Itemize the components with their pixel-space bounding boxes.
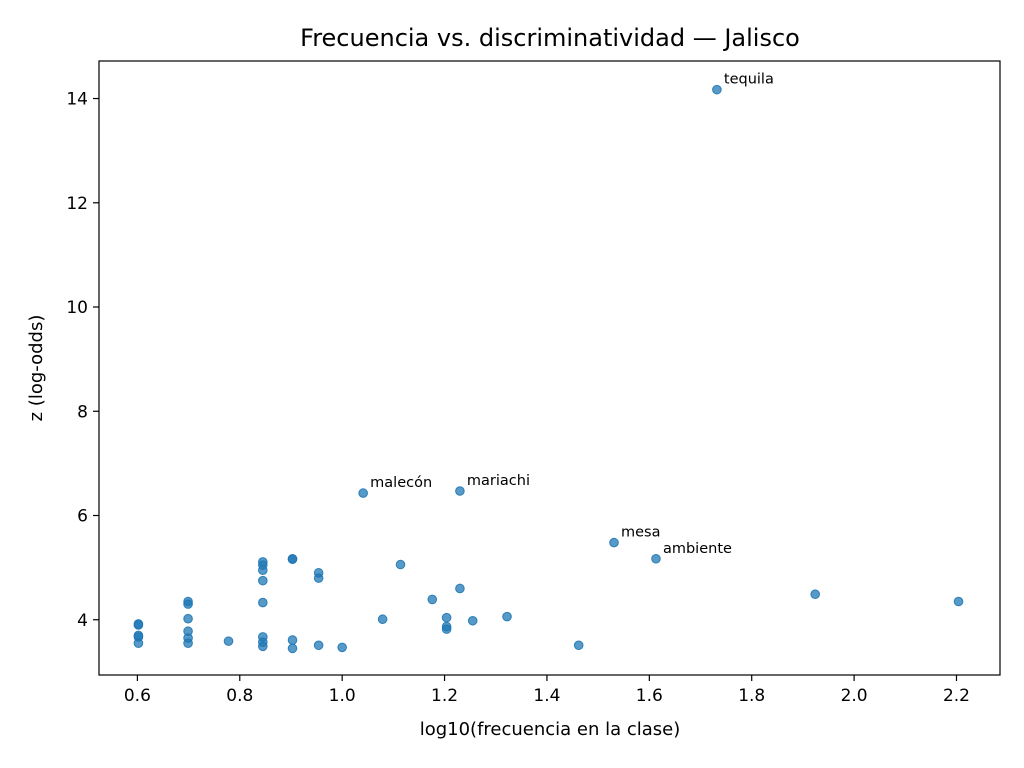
data-point [133,638,144,649]
y-axis-label: z (log-odds) [26,315,47,422]
data-points [133,84,964,654]
x-tick-label: 0.8 [226,686,253,706]
data-point [313,573,324,583]
point-annotation: tequila [724,72,774,88]
data-point [258,641,268,652]
data-point [258,565,268,576]
x-tick-label: 0.6 [124,686,151,706]
data-point [358,488,368,498]
data-point [651,553,661,564]
y-tick-label: 10 [66,298,88,318]
data-point [455,486,465,496]
x-tick-label: 1.6 [636,686,663,706]
plot-area [98,60,1001,676]
data-point [183,599,193,609]
data-point [377,614,388,625]
data-point [183,638,193,649]
x-tick-label: 1.2 [431,686,458,706]
x-tick-label: 2.0 [841,686,868,706]
point-annotation: mesa [621,525,661,541]
y-tick-label: 6 [77,507,88,527]
y-tick-label: 12 [66,194,88,214]
data-point [287,643,298,654]
y-tick-label: 14 [66,90,88,110]
x-axis: 0.6 0.8 1.0 1.2 1.4 1.6 1.8 2.0 2.2 [124,675,970,706]
data-point [953,596,964,607]
data-point [337,642,347,653]
data-point [810,589,820,600]
data-point [258,597,268,608]
data-point [183,613,193,624]
data-point [609,537,619,548]
x-tick-label: 1.8 [738,686,765,706]
x-tick-label: 2.2 [943,686,970,706]
data-point [455,583,465,594]
y-tick-label: 4 [77,611,88,631]
data-point [133,620,144,630]
data-point [467,615,478,626]
data-point [395,559,406,570]
x-axis-label: log10(frecuencia en la clase) [420,719,681,740]
x-tick-label: 1.4 [533,686,560,706]
point-annotation: malecón [370,475,432,491]
data-point [502,611,512,622]
chart-title: Frecuencia vs. discriminatividad — Jalis… [300,24,800,52]
point-annotation: ambiente [663,541,732,557]
point-annotation: mariachi [467,473,530,489]
y-tick-label: 8 [77,402,88,422]
x-tick-label: 1.0 [329,686,356,706]
data-point [712,84,722,95]
y-axis: 4 6 8 10 12 14 [66,90,99,631]
data-point [258,575,268,586]
data-point [287,554,298,565]
data-point [223,636,234,646]
data-point [313,640,324,651]
data-point [441,612,452,623]
data-point [287,635,298,645]
data-point [441,624,452,634]
data-point [427,594,438,605]
data-point [573,640,584,651]
